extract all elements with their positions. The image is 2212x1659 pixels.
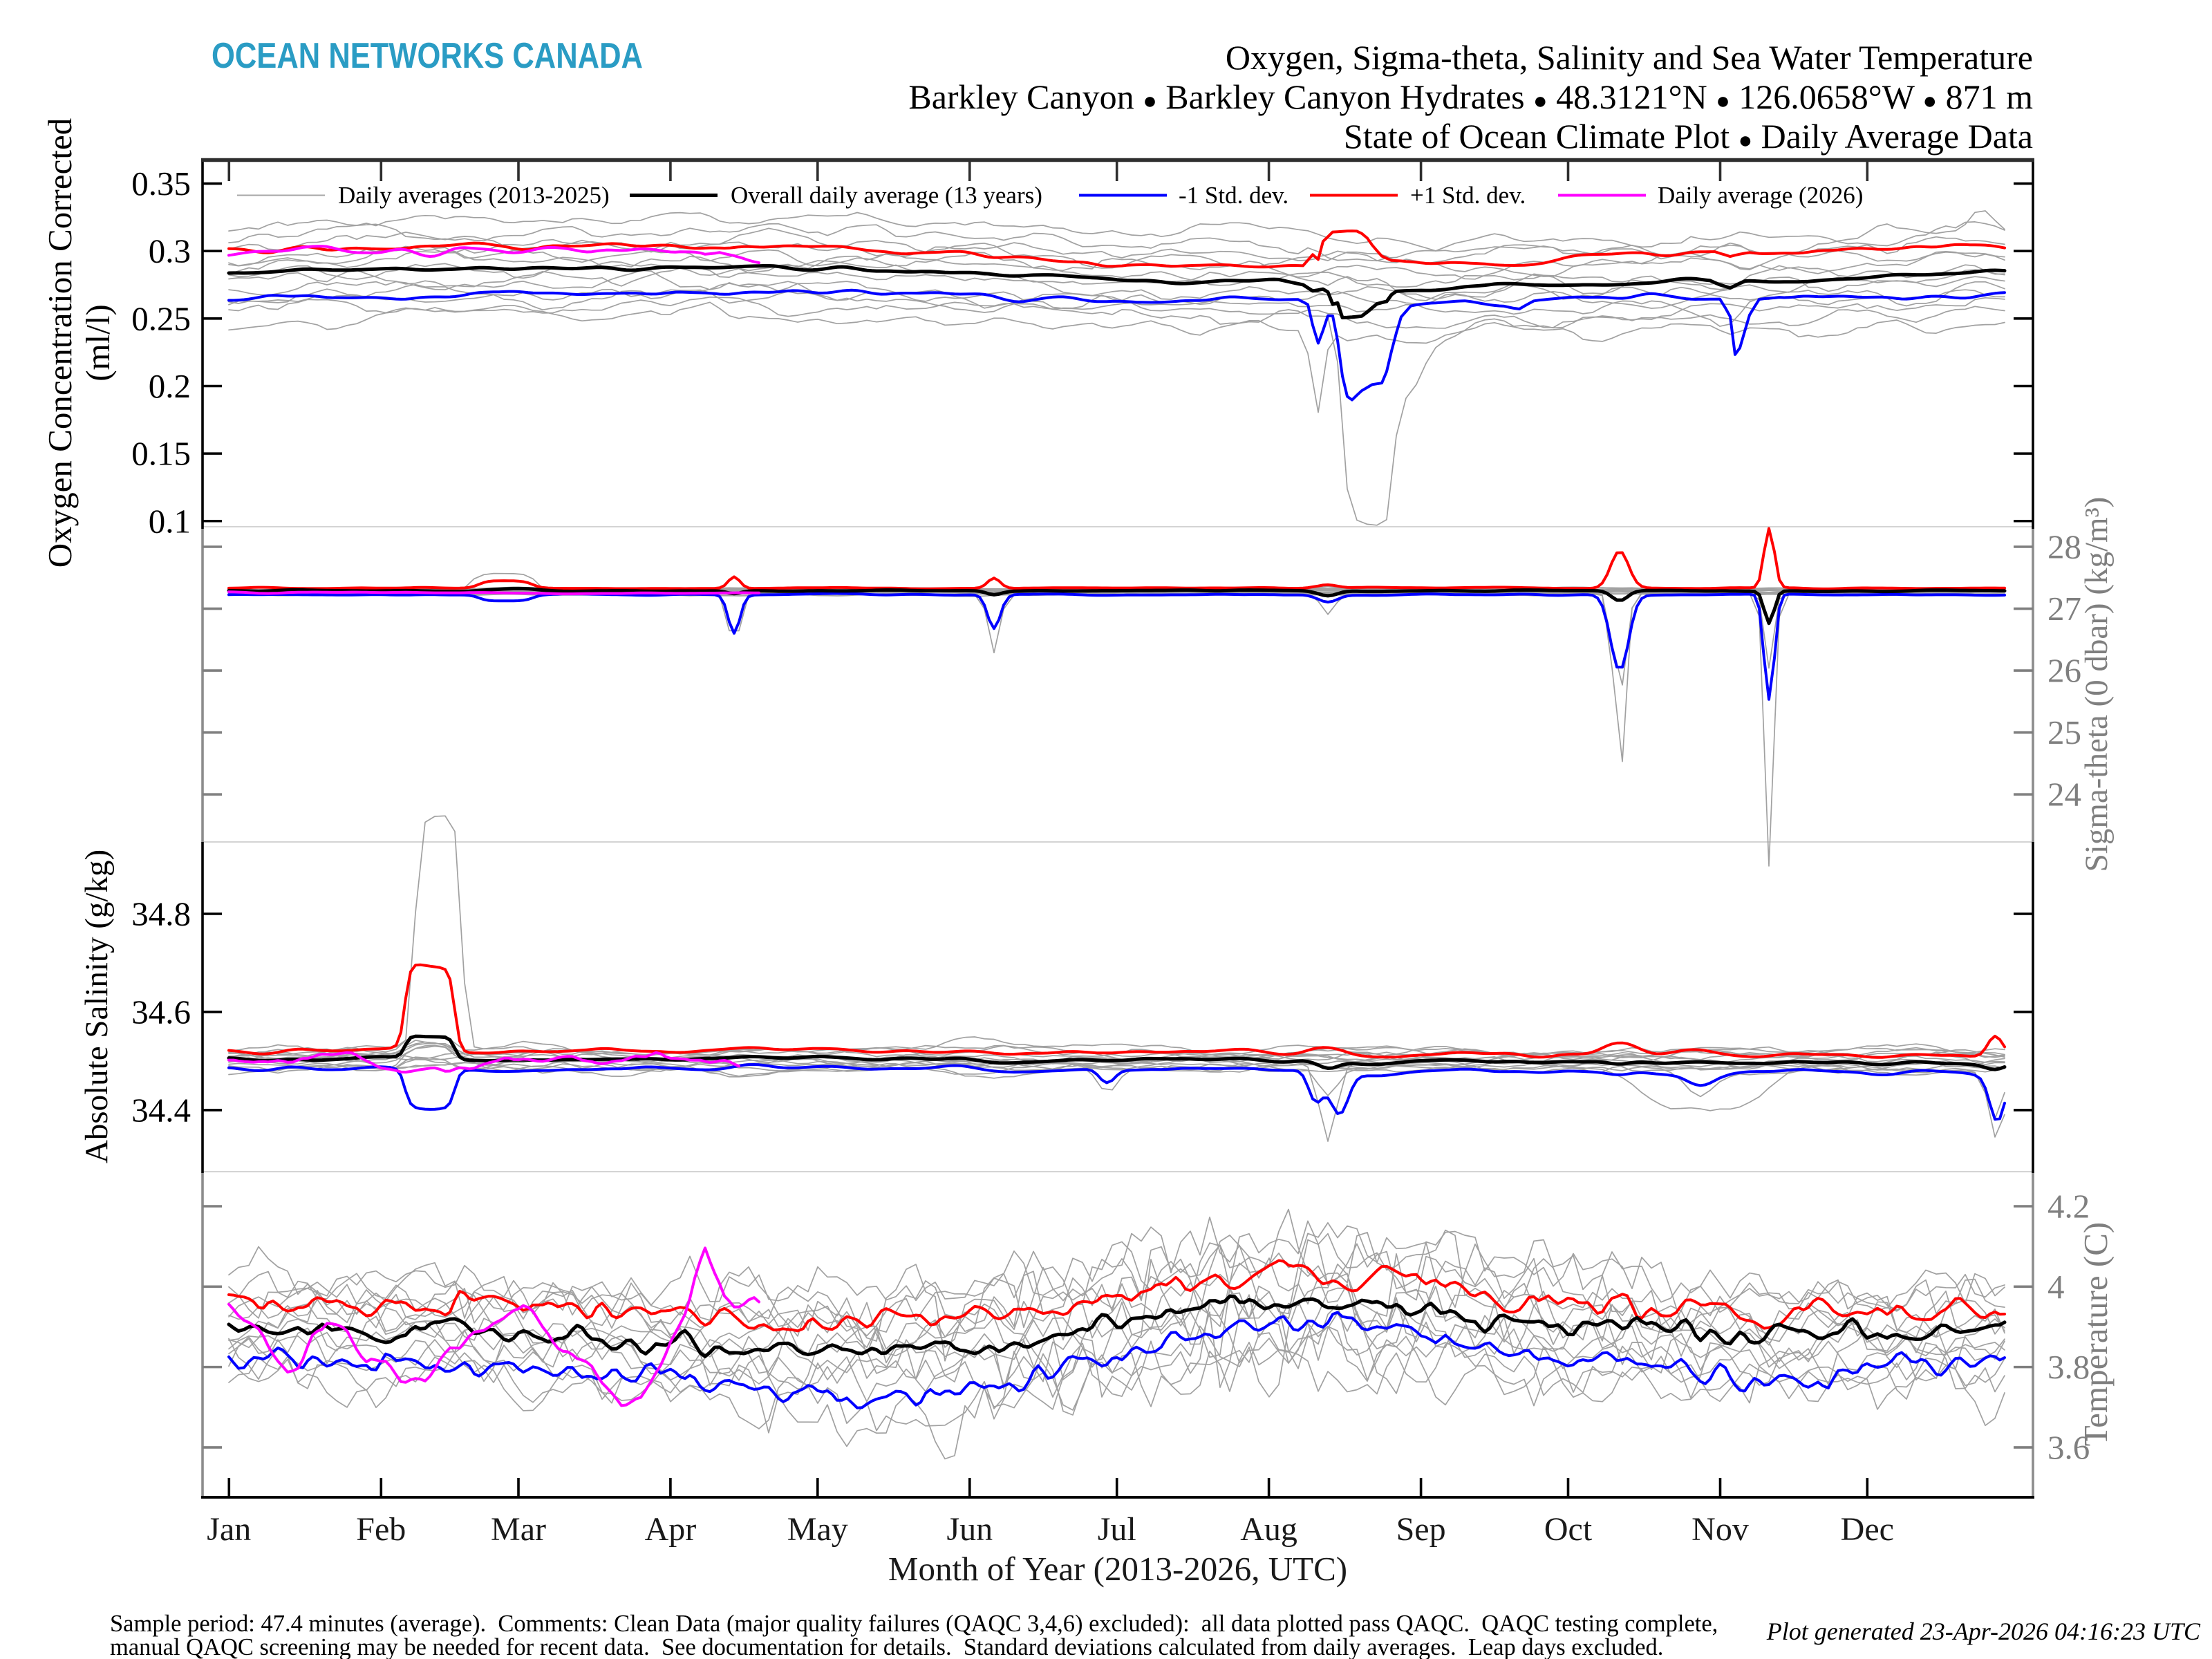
- svg-text:27: 27: [2047, 590, 2081, 628]
- svg-text:34.4: 34.4: [131, 1091, 191, 1129]
- svg-text:State of Ocean Climate Plot ●: State of Ocean Climate Plot ● Daily Aver…: [1344, 117, 2033, 156]
- svg-text:25: 25: [2047, 713, 2081, 751]
- svg-text:3.8: 3.8: [2047, 1348, 2090, 1386]
- svg-text:Sample period: 47.4 minutes (a: Sample period: 47.4 minutes (average). C…: [110, 1611, 1718, 1637]
- svg-text:Plot generated 23-Apr-2026 04:: Plot generated 23-Apr-2026 04:16:23 UTC: [1766, 1618, 2201, 1645]
- svg-text:Daily averages (2013-2025): Daily averages (2013-2025): [338, 182, 610, 209]
- svg-text:Jun: Jun: [946, 1511, 993, 1548]
- svg-text:Sigma-theta (0 dbar) (kg/m³): Sigma-theta (0 dbar) (kg/m³): [2079, 497, 2115, 872]
- svg-text:Daily average (2026): Daily average (2026): [1658, 182, 1863, 209]
- svg-text:Oxygen Concentration Corrected: Oxygen Concentration Corrected: [41, 118, 79, 568]
- svg-text:Month of Year (2013-2026, UTC): Month of Year (2013-2026, UTC): [888, 1550, 1347, 1588]
- svg-text:manual QAQC screening may be n: manual QAQC screening may be needed for …: [110, 1634, 1663, 1659]
- svg-text:Temperature (C): Temperature (C): [2077, 1222, 2115, 1446]
- svg-text:Absolute Salinity (g/kg): Absolute Salinity (g/kg): [79, 850, 115, 1163]
- svg-text:0.1: 0.1: [149, 502, 191, 540]
- svg-text:Dec: Dec: [1841, 1511, 1894, 1548]
- svg-text:26: 26: [2047, 652, 2081, 690]
- svg-text:Nov: Nov: [1691, 1511, 1749, 1548]
- svg-text:34.6: 34.6: [131, 993, 191, 1031]
- svg-text:Aug: Aug: [1240, 1511, 1297, 1548]
- svg-text:0.15: 0.15: [131, 435, 191, 473]
- svg-text:Apr: Apr: [645, 1511, 697, 1548]
- svg-text:Overall daily average (13 year: Overall daily average (13 years): [731, 182, 1042, 209]
- svg-text:3.6: 3.6: [2047, 1428, 2090, 1466]
- svg-text:-1 Std. dev.: -1 Std. dev.: [1179, 182, 1288, 209]
- svg-text:4: 4: [2047, 1268, 2065, 1306]
- svg-text:(ml/l): (ml/l): [79, 304, 117, 382]
- svg-text:May: May: [787, 1511, 848, 1548]
- svg-text:Barkley Canyon ● Barkley Canyo: Barkley Canyon ● Barkley Canyon Hydrates…: [908, 77, 2033, 116]
- svg-text:0.35: 0.35: [131, 165, 191, 203]
- svg-text:OCEAN NETWORKS CANADA: OCEAN NETWORKS CANADA: [212, 36, 643, 76]
- svg-text:4.2: 4.2: [2047, 1188, 2090, 1226]
- svg-text:Feb: Feb: [356, 1511, 406, 1548]
- svg-text:Oxygen, Sigma-theta, Salinity: Oxygen, Sigma-theta, Salinity and Sea Wa…: [1226, 38, 2033, 77]
- svg-text:Jan: Jan: [207, 1511, 251, 1548]
- svg-text:Oct: Oct: [1544, 1511, 1593, 1548]
- svg-text:28: 28: [2047, 528, 2081, 566]
- svg-text:34.8: 34.8: [131, 895, 191, 933]
- svg-text:24: 24: [2047, 776, 2081, 814]
- svg-text:0.2: 0.2: [149, 367, 191, 405]
- svg-text:Mar: Mar: [491, 1511, 546, 1548]
- svg-text:0.3: 0.3: [149, 232, 191, 270]
- svg-text:Sep: Sep: [1396, 1511, 1446, 1548]
- svg-text:Jul: Jul: [1098, 1511, 1136, 1548]
- svg-text:+1 Std. dev.: +1 Std. dev.: [1410, 182, 1526, 209]
- svg-text:0.25: 0.25: [131, 299, 191, 337]
